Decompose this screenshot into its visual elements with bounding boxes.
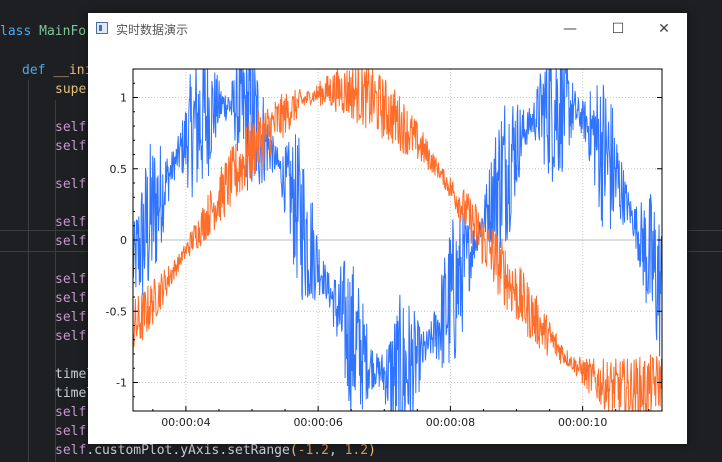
self-token: self. xyxy=(55,215,95,230)
close-button[interactable]: ✕ xyxy=(641,13,687,45)
window-title: 实时数据演示 xyxy=(116,23,189,37)
x-tick-label: 00:00:10 xyxy=(558,416,607,429)
self-token: self. xyxy=(55,329,95,344)
y-tick-label: -0.5 xyxy=(106,305,127,318)
code-line-self[interactable]: self. xyxy=(55,289,94,308)
code-line-super[interactable]: super xyxy=(55,82,95,97)
method-chain: .customPlot.yAxis.setRange xyxy=(86,443,290,458)
code-line-self[interactable]: self. xyxy=(55,213,94,232)
code-line-self[interactable]: self. xyxy=(55,118,94,137)
keyword: def xyxy=(22,63,46,78)
number: -1.2 xyxy=(297,443,329,458)
x-tick-label: 00:00:06 xyxy=(293,416,342,429)
self-token: self. xyxy=(55,310,95,325)
code-line-self[interactable]: self. xyxy=(55,270,94,289)
series-line-2 xyxy=(133,69,662,411)
code-line-class[interactable]: lass MainFor xyxy=(0,22,94,41)
y-tick-label: 1 xyxy=(120,92,127,105)
maximize-button[interactable]: ☐ xyxy=(595,13,641,45)
self-token: self. xyxy=(55,405,95,420)
maximize-icon: ☐ xyxy=(611,21,625,37)
function-name: __ini xyxy=(53,63,93,78)
code-line-def[interactable]: def __ini xyxy=(22,61,92,80)
minimize-icon: — xyxy=(563,21,577,37)
code-line-timer[interactable]: timel xyxy=(55,367,95,382)
self-token: self. xyxy=(55,120,95,135)
self-token: self. xyxy=(55,272,95,287)
code-line-self[interactable]: self. xyxy=(55,308,94,327)
indent-guide xyxy=(55,100,56,462)
code-line-self[interactable]: self. xyxy=(55,175,94,194)
class-name: MainFor xyxy=(39,24,94,39)
code-line-self[interactable]: self. xyxy=(55,137,94,156)
x-tick-label: 00:00:08 xyxy=(426,416,475,429)
code-line-set-range[interactable]: self.customPlot.yAxis.setRange(-1.2, 1.2… xyxy=(55,441,376,460)
self-token: self. xyxy=(55,139,95,154)
code-line-self[interactable]: self. xyxy=(55,232,94,251)
y-tick-label: 0 xyxy=(120,234,127,247)
paren: ( xyxy=(289,443,298,458)
titlebar[interactable]: 实时数据演示 — ☐ ✕ xyxy=(88,13,687,45)
realtime-demo-window[interactable]: 实时数据演示 — ☐ ✕ 00:00:04 00:00:06 00:00:08 00:… xyxy=(88,13,687,444)
indent-guide xyxy=(28,80,29,462)
self-token: self. xyxy=(55,234,95,249)
app-window-icon xyxy=(96,22,108,34)
close-icon: ✕ xyxy=(658,21,670,37)
code-line-self[interactable]: self. xyxy=(55,403,94,422)
self-token: self. xyxy=(55,291,95,306)
number: 1.2 xyxy=(344,443,369,458)
separator: , xyxy=(328,443,345,458)
keyword: lass xyxy=(0,24,32,39)
code-line-self[interactable]: self. xyxy=(55,327,94,346)
plot-canvas[interactable]: 00:00:04 00:00:06 00:00:08 00:00:10 1 0.5 0 -0.… xyxy=(88,45,687,444)
x-tick-label: 00:00:04 xyxy=(161,416,210,429)
self-token: self xyxy=(55,443,87,458)
y-tick-label: -1 xyxy=(116,377,127,390)
self-token: self. xyxy=(55,177,95,192)
minimize-button[interactable]: — xyxy=(547,13,593,45)
custom-plot[interactable]: 00:00:04 00:00:06 00:00:08 00:00:10 1 0.5 0 -0.… xyxy=(88,45,687,444)
code-line-timer[interactable]: timel xyxy=(55,386,95,401)
series-line-1 xyxy=(133,69,662,411)
code-line-self[interactable]: self. xyxy=(55,422,94,441)
y-tick-label: 0.5 xyxy=(110,163,128,176)
paren: ) xyxy=(368,443,376,458)
self-token: self. xyxy=(55,424,95,439)
